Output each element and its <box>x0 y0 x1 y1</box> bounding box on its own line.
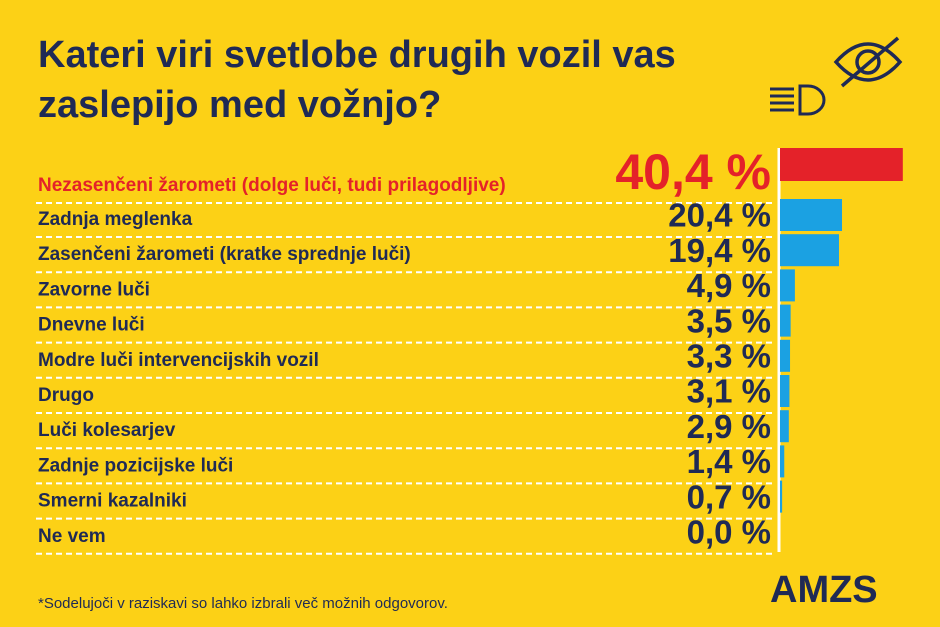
value-label: 0,7 % <box>687 478 771 515</box>
bar <box>780 269 795 302</box>
category-label: Zavorne luči <box>38 279 150 300</box>
value-label: 20,4 % <box>668 197 771 234</box>
value-label: 3,3 % <box>687 338 771 375</box>
category-label: Zadnja meglenka <box>38 209 193 230</box>
category-label: Zasenčeni žarometi (kratke sprednje luči… <box>38 244 411 265</box>
value-label: 0,0 % <box>687 514 771 551</box>
bar <box>780 199 843 231</box>
chart-title: Kateri viri svetlobe drugih vozil vas za… <box>38 34 676 126</box>
category-label: Drugo <box>38 385 94 406</box>
category-label: Ne vem <box>38 526 106 547</box>
bar <box>780 375 790 407</box>
category-label: Smerni kazalniki <box>38 491 187 512</box>
bar <box>780 410 789 443</box>
category-label: Modre luči intervencijskih vozil <box>38 350 319 371</box>
footnote: *Sodelujoči v raziskavi so lahko izbrali… <box>38 595 448 612</box>
value-label: 3,1 % <box>687 373 771 410</box>
value-label: 19,4 % <box>668 232 771 269</box>
category-label: Nezasenčeni žarometi (dolge luči, tudi p… <box>38 175 506 196</box>
category-label: Dnevne luči <box>38 315 145 336</box>
bar <box>780 148 903 181</box>
bar <box>780 339 791 372</box>
bar <box>780 304 791 337</box>
category-label: Zadnje pozicijske luči <box>38 455 233 476</box>
value-label: 3,5 % <box>687 302 771 339</box>
logo: AMZS <box>770 569 878 611</box>
headlight-icon <box>770 84 826 116</box>
value-label: 2,9 % <box>687 408 771 445</box>
bar <box>780 480 783 513</box>
bar <box>780 234 839 267</box>
value-label: 40,4 % <box>615 144 771 200</box>
eye-crossed-icon <box>833 36 903 88</box>
bar <box>780 445 785 478</box>
value-label: 1,4 % <box>687 443 771 480</box>
category-label: Luči kolesarjev <box>38 420 176 441</box>
value-label: 4,9 % <box>687 267 771 304</box>
